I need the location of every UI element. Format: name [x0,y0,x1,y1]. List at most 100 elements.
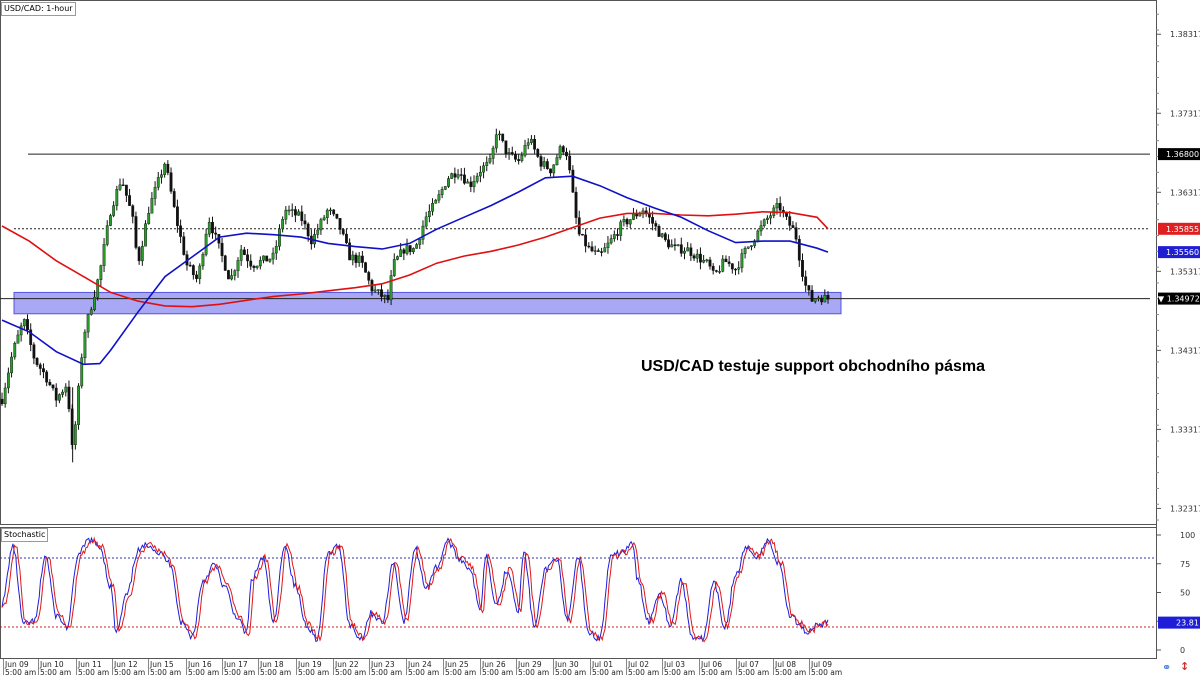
x-time-label: 5:00 am [482,668,513,675]
candle-body [306,223,310,237]
x-date-label: Jun 29 [517,660,542,669]
x-time-label: 5:00 am [260,668,291,675]
candle-body [405,245,409,254]
candle-body [743,248,747,254]
candle-body [625,219,629,225]
candle-body [300,211,304,222]
candle-body [274,246,278,254]
candle-body [160,174,163,178]
x-date-label: Jul 09 [810,660,832,669]
candle-body [791,225,795,228]
candle-body [555,157,559,166]
candle-body [211,221,214,234]
horizontal-lines-layer [0,153,1150,300]
candle-body [807,285,811,291]
candle-body [759,225,763,232]
x-time-label: 5:00 am [188,668,219,675]
candle-body [581,233,584,236]
candle-body [134,216,138,248]
axes-layer: 1.38317 1.37317 1.36317 1.35317 1.34317 1.333… [0,13,1200,675]
candle-body [714,270,718,272]
link-icon[interactable]: ⚭ [1162,661,1172,674]
candle-body [316,229,320,235]
candle-body [612,234,616,239]
x-date-label: Jun 25 [444,660,469,669]
candle-body [434,199,438,204]
candle-body [721,258,725,272]
candle-body [220,242,224,257]
x-time-label: 5:00 am [408,668,439,675]
candle-body [102,244,106,266]
x-time-label: 5:00 am [518,668,549,675]
candle-body [746,246,750,249]
candle-body [632,213,635,220]
x-date-label: Jul 06 [700,660,722,669]
x-time-label: 5:00 am [445,668,476,675]
candle-body [58,394,61,401]
candle-body [724,258,728,263]
candle-body [431,203,434,212]
chart-settings-icon[interactable]: ↕ [1180,660,1190,673]
candle-body [10,356,13,374]
moving-averages-layer [1,175,829,366]
candle-body [609,238,613,244]
candle-body [702,259,706,263]
candle-body [415,244,418,249]
candle-body [32,344,36,359]
candle-body [619,221,623,236]
x-time-label: 5:00 am [114,668,145,675]
candle-body [440,189,444,195]
candle-body [156,177,160,188]
x-time-label: 5:00 am [592,668,623,675]
candle-body [526,142,530,146]
candle-body [587,245,591,248]
x-time-label: 5:00 am [371,668,402,675]
candle-body [48,381,52,386]
candle-body [124,184,128,196]
candle-body [389,275,393,301]
candle-body [459,174,463,176]
candle-body [223,255,227,271]
candle-body [488,158,492,163]
candle-body [147,213,151,224]
stochastic-d-line [1,536,829,643]
candle-body [131,205,135,217]
candle-body [600,251,603,253]
candle-body [549,168,552,174]
candle-body [727,261,731,264]
x-date-label: Jun 23 [370,660,395,669]
candle-body [195,274,198,279]
candle-body [29,329,33,345]
candle-body [290,209,294,211]
candle-body [788,216,792,226]
candle-body [466,181,470,184]
stochastic-layer [0,536,1156,643]
candle-body [144,223,147,247]
x-date-label: Jun 17 [223,660,248,669]
candle-body [507,152,511,154]
price-tick-label: 1.36317 [1170,188,1200,197]
candle-body [396,256,399,260]
candle-body [408,245,412,253]
candle-body [475,175,479,182]
candle-body [348,242,352,261]
x-date-label: Jul 03 [663,660,685,669]
candle-body [268,258,272,262]
candle-body [249,260,253,267]
x-date-label: Jun 19 [297,660,322,669]
candle-body [392,259,396,276]
candle-body [137,247,141,262]
candle-body [657,226,661,237]
candle-body [558,146,562,158]
candle-body [176,206,179,226]
candle-body [571,169,575,193]
candle-body [536,149,540,157]
candle-body [239,249,243,261]
candle-body [150,198,154,214]
candle-body [584,234,588,247]
candle-body [820,297,824,303]
candle-body [695,253,699,259]
candle-body [255,265,259,268]
candle-body [6,372,10,389]
candle-body [606,242,610,248]
